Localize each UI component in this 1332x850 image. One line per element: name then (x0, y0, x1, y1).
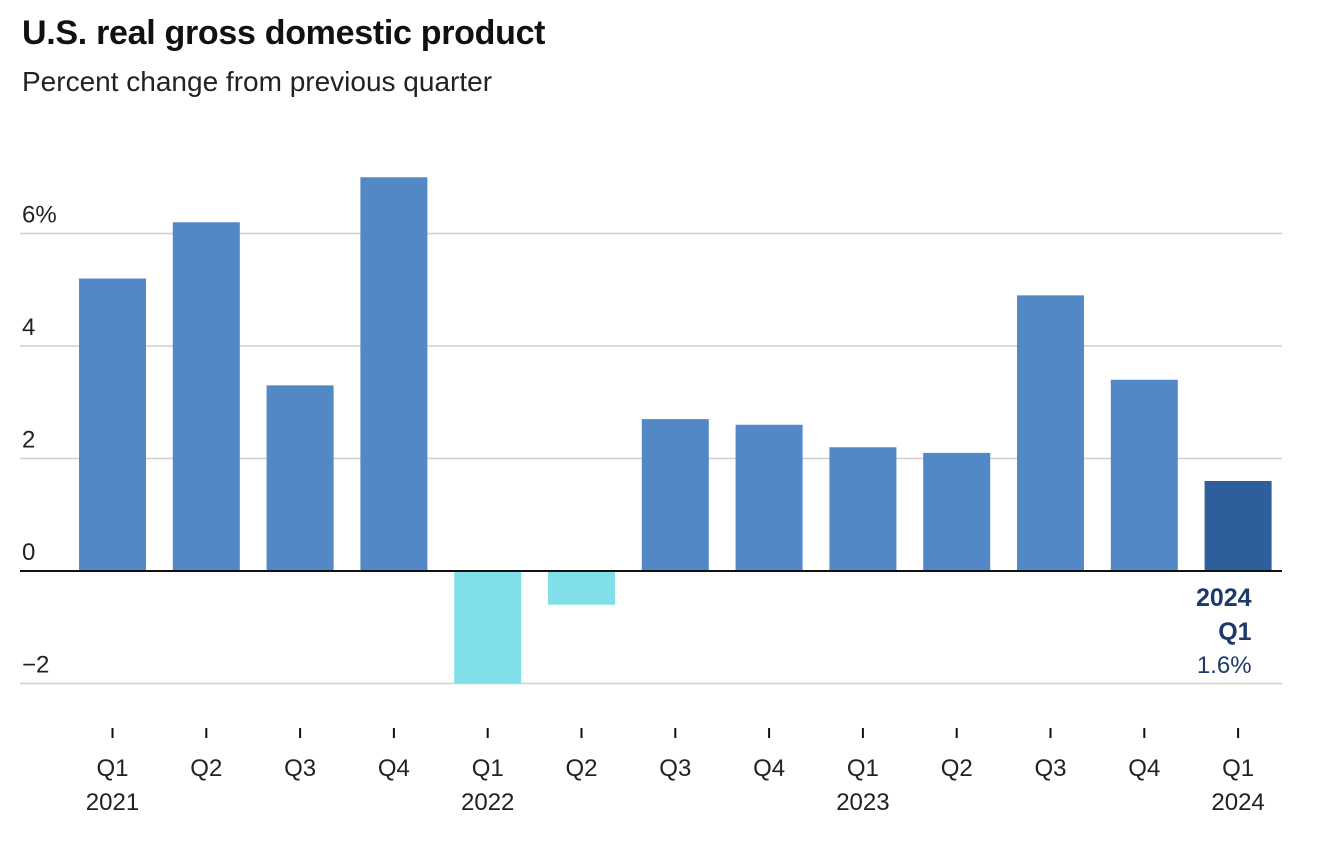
bar (829, 447, 897, 571)
bar (172, 222, 240, 571)
bar (923, 452, 991, 571)
bar (1204, 481, 1272, 571)
bar (266, 385, 334, 571)
x-tick-label-quarter: Q1 (1222, 755, 1254, 782)
x-tick-label-quarter: Q3 (659, 755, 691, 782)
bar (79, 278, 146, 571)
x-tick-label-quarter: Q1 (847, 755, 879, 782)
x-tick-label-quarter: Q4 (378, 755, 410, 782)
x-tick-label-quarter: Q2 (941, 755, 973, 782)
bar (1110, 379, 1178, 571)
x-tick-label-year: 2023 (836, 789, 889, 816)
bar (454, 571, 522, 684)
x-tick-label-year: 2022 (461, 789, 514, 816)
bar (548, 571, 615, 605)
x-tick-label-quarter: Q1 (96, 755, 128, 782)
y-tick-label: 6% (22, 202, 57, 229)
bar (360, 177, 428, 571)
bar (641, 419, 709, 571)
y-tick-label: 0 (22, 539, 35, 566)
y-tick-label: −2 (22, 652, 49, 679)
chart-subtitle: Percent change from previous quarter (22, 66, 493, 97)
x-tick-label-quarter: Q2 (190, 755, 222, 782)
chart-title: U.S. real gross domestic product (22, 14, 546, 52)
x-tick-label-quarter: Q2 (565, 755, 597, 782)
y-tick-label: 2 (22, 427, 35, 454)
highlight-value-label: 1.6% (1197, 652, 1252, 679)
x-tick-label-year: 2024 (1211, 789, 1264, 816)
y-tick-label: 4 (22, 314, 35, 341)
x-tick-label-year: 2021 (86, 789, 139, 816)
highlight-label-quarter: Q1 (1218, 618, 1251, 646)
x-tick-label-quarter: Q1 (472, 755, 504, 782)
highlight-label-year: 2024 (1196, 584, 1252, 612)
x-tick-label-quarter: Q3 (284, 755, 316, 782)
bar (735, 424, 803, 571)
x-tick-label-quarter: Q4 (753, 755, 785, 782)
x-tick-label-quarter: Q3 (1034, 755, 1066, 782)
x-tick-label-quarter: Q4 (1128, 755, 1160, 782)
bar (1017, 295, 1084, 571)
